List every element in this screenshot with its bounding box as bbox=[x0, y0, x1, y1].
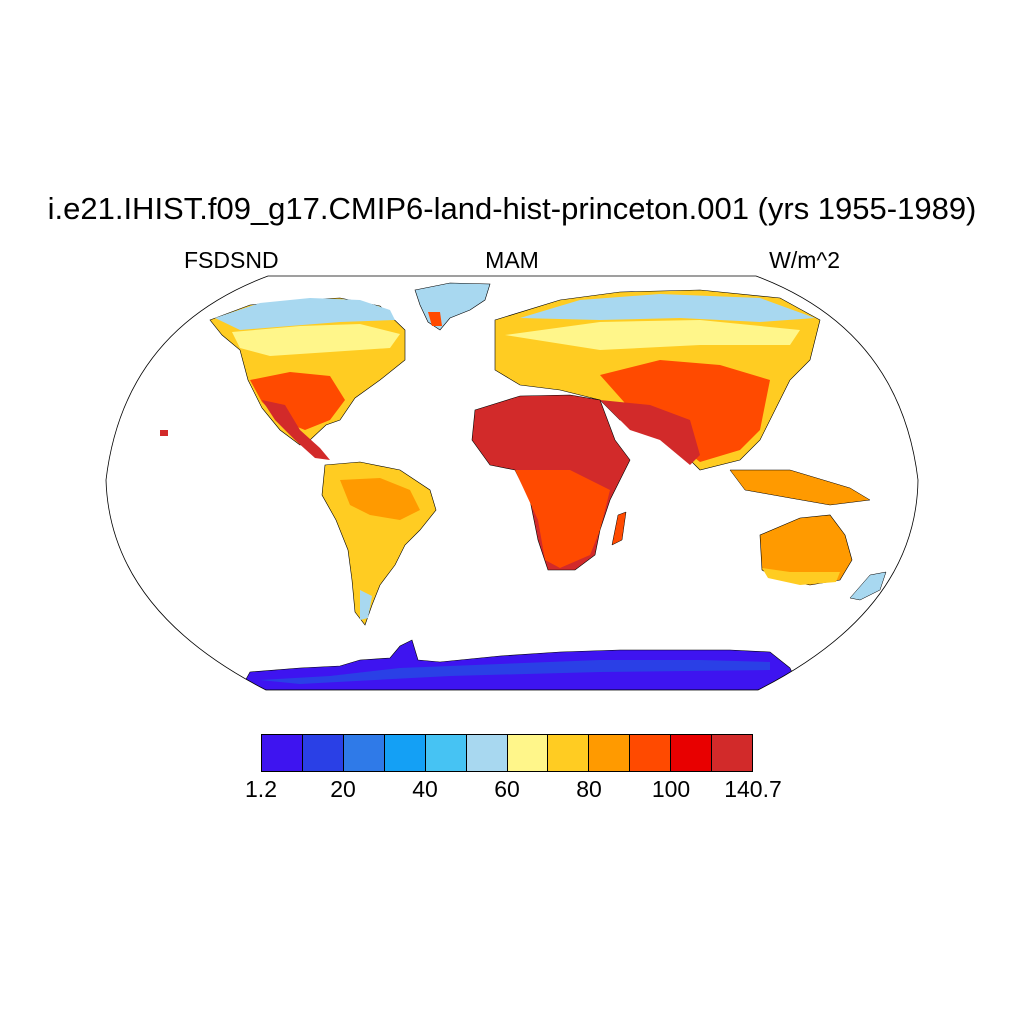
south-asia-region bbox=[600, 360, 770, 462]
units-label: W/m^2 bbox=[769, 247, 840, 273]
colorbar-tick-label: 80 bbox=[576, 776, 602, 802]
colorbar-labels: 1.2 20 40 60 80 100 140.7 bbox=[0, 776, 1024, 806]
australia-south bbox=[762, 568, 840, 585]
amazon-region bbox=[340, 478, 420, 520]
south-america-south bbox=[360, 590, 372, 620]
colorbar-tick-label: 1.2 bbox=[245, 776, 277, 802]
madagascar-region bbox=[611, 511, 627, 546]
variable-label: FSDSND bbox=[184, 247, 279, 273]
colorbar-box bbox=[630, 735, 672, 771]
canada-north bbox=[215, 298, 395, 330]
colorbar-box bbox=[425, 735, 467, 771]
mexico-region bbox=[262, 400, 330, 460]
colorbar-tick-label: 60 bbox=[494, 776, 520, 802]
eurasia-mid bbox=[505, 320, 800, 350]
colorbar-tick-label: 100 bbox=[651, 776, 691, 802]
canada-mid bbox=[232, 324, 400, 356]
globe-outline bbox=[105, 275, 919, 691]
greenland-south bbox=[428, 312, 442, 326]
land-fields bbox=[160, 282, 887, 690]
antarctica-coast bbox=[260, 660, 770, 684]
colorbar-tick-label: 20 bbox=[330, 776, 356, 802]
colorbar-box bbox=[548, 735, 590, 771]
colorbar-box bbox=[507, 735, 549, 771]
greenland-region bbox=[414, 282, 491, 331]
colorbar-box bbox=[671, 735, 713, 771]
colorbar-tick-label: 40 bbox=[412, 776, 438, 802]
arabia-india-region bbox=[600, 400, 700, 465]
plot-title: i.e21.IHIST.f09_g17.CMIP6-land-hist-prin… bbox=[47, 191, 977, 226]
colorbar-box bbox=[384, 735, 426, 771]
colorbar-box bbox=[466, 735, 508, 771]
colorbar-box bbox=[589, 735, 631, 771]
season-label: MAM bbox=[485, 247, 539, 273]
usa-south bbox=[250, 372, 345, 430]
colorbar-box bbox=[712, 735, 753, 771]
colorbar-tick-label: 140.7 bbox=[724, 776, 782, 802]
africa-south bbox=[515, 470, 610, 568]
colorbar-box bbox=[343, 735, 385, 771]
colorbar-box bbox=[262, 735, 303, 771]
colorbar bbox=[261, 734, 753, 772]
colorbar-box bbox=[302, 735, 344, 771]
siberia-north bbox=[520, 294, 815, 322]
se-asia-region bbox=[729, 469, 871, 506]
new-zealand-region bbox=[849, 571, 887, 601]
hawaii-region bbox=[160, 430, 168, 436]
